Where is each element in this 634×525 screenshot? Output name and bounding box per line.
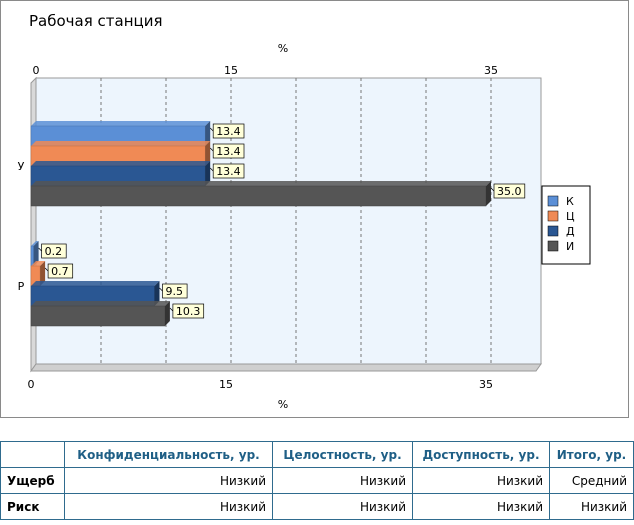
bar-side [164, 301, 170, 326]
x-axis-label-bottom: % [278, 398, 288, 411]
data-label-leader [209, 167, 214, 172]
table-cell: Низкий [272, 493, 413, 520]
plot-floor [30, 363, 542, 372]
table-cell: Низкий [412, 467, 550, 494]
column-header-integrity: Целостность, ур. [272, 441, 413, 468]
summary-table: Конфиденциальность, ур. Целостность, ур.… [0, 441, 634, 520]
data-label-leader [209, 127, 214, 132]
legend-swatch [547, 240, 559, 252]
legend-label: Ц [566, 210, 575, 223]
data-label-box [41, 243, 67, 259]
data-label-leader [159, 287, 163, 292]
data-label-box [212, 123, 245, 139]
data-label: 13.4 [216, 145, 241, 158]
bar-top [31, 241, 39, 246]
column-header-confidentiality: Конфиденциальность, ур. [64, 441, 273, 468]
table-cell: Низкий [412, 493, 550, 520]
y-category-label: У [18, 160, 25, 173]
chart-panel: Рабочая станция % % 0 0 15 15 35 35 У 13.4 13.4 1… [0, 0, 629, 418]
bar-side [205, 141, 211, 166]
data-label: 13.4 [216, 165, 241, 178]
table-row-damage: Ущерб Низкий Низкий Низкий Средний [0, 467, 634, 494]
bar-side [205, 121, 211, 146]
x-tick-label-bottom: 0 [28, 378, 35, 391]
x-axis-label-top: % [278, 42, 288, 55]
legend-swatch [547, 225, 559, 237]
x-tick-label-bottom: 35 [479, 378, 493, 391]
y-category-label: Р [18, 280, 25, 293]
data-label: 10.3 [176, 305, 201, 318]
x-tick-label-bottom: 15 [219, 378, 233, 391]
bar-top [31, 121, 211, 126]
bar-top [31, 141, 211, 146]
bar-side [40, 261, 46, 286]
data-label-leader [209, 147, 214, 152]
data-label: 35.0 [497, 185, 522, 198]
bar-side [486, 181, 491, 206]
data-label-leader [490, 187, 495, 192]
legend-swatch [547, 210, 559, 222]
bar-И-Р [30, 305, 166, 327]
data-label-box [47, 263, 74, 279]
chart-title: Рабочая станция [29, 12, 162, 30]
x-tick-label-top: 0 [33, 64, 40, 77]
bar-top [31, 301, 170, 306]
bar-side [33, 241, 39, 266]
x-tick-label-top: 15 [224, 64, 238, 77]
data-label-box [172, 303, 205, 319]
x-tick-label-top: 35 [484, 64, 498, 77]
table-cell: Низкий [549, 493, 634, 520]
bar-side [205, 161, 211, 186]
column-header-total: Итого, ур. [549, 441, 634, 468]
data-label: 0.7 [51, 265, 69, 278]
table-header-row: Конфиденциальность, ур. Целостность, ур.… [0, 441, 634, 468]
bar-К-Р [30, 245, 34, 267]
row-label-risk: Риск [0, 493, 65, 520]
legend-label: Д [566, 225, 575, 238]
bar-top [31, 161, 211, 166]
data-label-box [162, 283, 188, 299]
data-label: 9.5 [166, 285, 184, 298]
legend-label: К [566, 195, 574, 208]
data-label-leader [44, 267, 49, 272]
table-cell: Средний [549, 467, 634, 494]
data-label: 0.2 [45, 245, 63, 258]
table-cell: Низкий [64, 467, 273, 494]
legend-label: И [566, 240, 574, 253]
data-label-leader [38, 247, 42, 252]
column-header-empty [0, 441, 65, 468]
data-label-box [212, 143, 245, 159]
legend-swatch [547, 195, 559, 207]
bar-top [31, 181, 491, 186]
data-label-box [493, 183, 526, 199]
bar-chart: Рабочая станция % % 0 0 15 15 35 35 У 13.4 13.4 1… [18, 12, 591, 411]
bar-side [154, 281, 160, 306]
data-label-box [212, 163, 245, 179]
table-cell: Низкий [64, 493, 273, 520]
bar-top [31, 261, 46, 266]
row-label-damage: Ущерб [0, 467, 65, 494]
table-row-risk: Риск Низкий Низкий Низкий Низкий [0, 493, 634, 520]
bar-top [31, 281, 160, 286]
column-header-availability: Доступность, ур. [412, 441, 550, 468]
bar-И-У [30, 185, 487, 207]
data-label: 13.4 [216, 125, 241, 138]
data-label-leader [169, 307, 174, 312]
table-cell: Низкий [272, 467, 413, 494]
